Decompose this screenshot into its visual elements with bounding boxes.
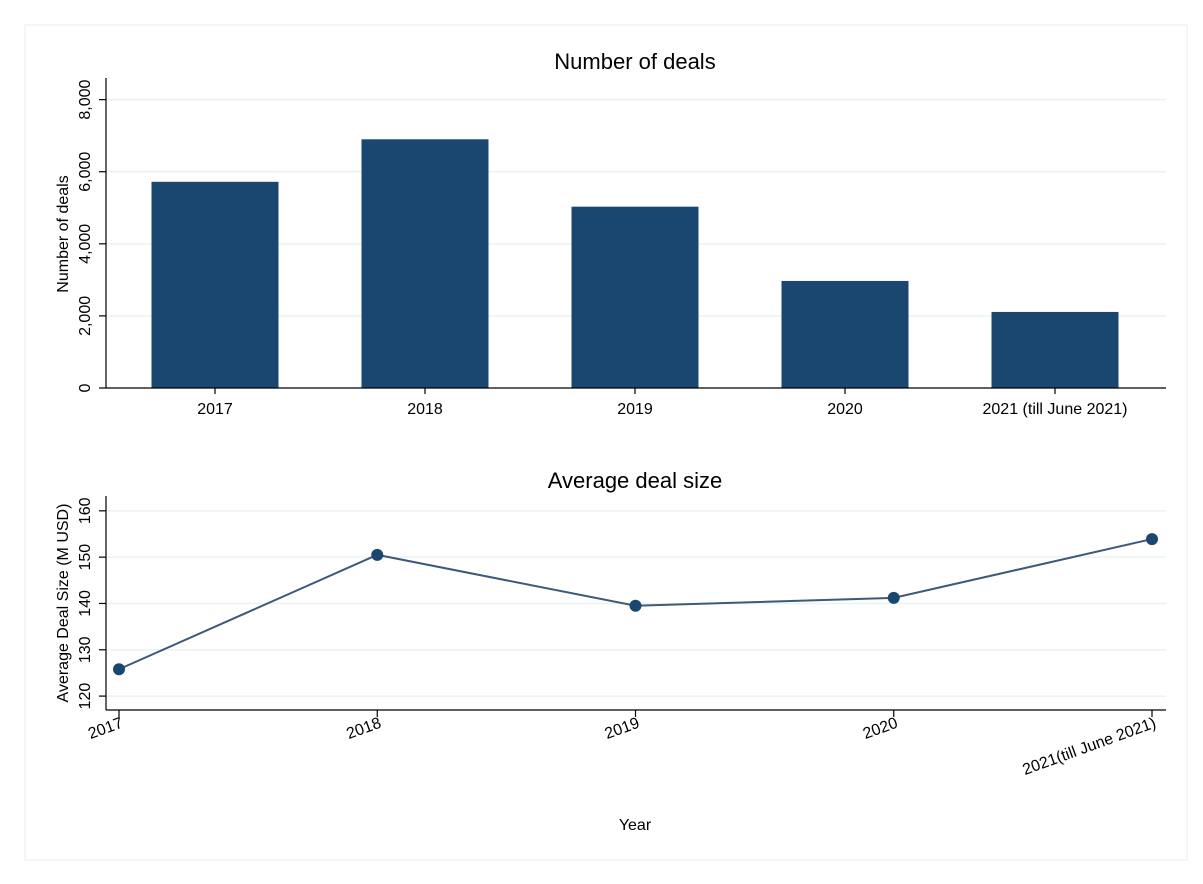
bar-2021 xyxy=(991,311,1119,388)
line-chart-point xyxy=(887,591,900,604)
line-chart-y-tick-label: 160 xyxy=(77,497,94,524)
line-chart-point xyxy=(629,599,642,612)
line-chart-y-tick-label: 130 xyxy=(77,636,94,663)
line-chart-y-axis-label: Average Deal Size (M USD) xyxy=(55,504,72,703)
line-chart-point xyxy=(371,548,384,561)
bar-chart-x-tick-label: 2018 xyxy=(407,401,443,418)
figure-frame xyxy=(24,24,1188,861)
bar-chart-panel: Number of deals Number of deals 0 2,000 4,… xyxy=(55,49,1166,418)
bar-2019 xyxy=(571,206,699,388)
line-chart-y-tick-label: 150 xyxy=(77,544,94,571)
line-chart-y-tick-label: 140 xyxy=(77,590,94,617)
bar-chart-bars xyxy=(151,139,1119,388)
bar-chart-y-tick-label: 0 xyxy=(77,383,94,392)
bar-2018 xyxy=(361,139,489,388)
line-chart-y-tick-label: 120 xyxy=(77,683,94,710)
bar-chart-y-tick-label: 8,000 xyxy=(77,80,94,120)
bar-2017 xyxy=(151,181,279,388)
line-chart-point xyxy=(113,663,125,676)
bar-chart-y-tick-label: 2,000 xyxy=(77,296,94,336)
bar-chart-title: Number of deals xyxy=(554,49,715,74)
line-chart-series xyxy=(113,533,1158,676)
line-chart-title: Average deal size xyxy=(548,468,723,493)
bar-2020 xyxy=(781,280,909,388)
bar-chart-x-tick-label: 2021 (till June 2021) xyxy=(983,401,1128,418)
bar-chart-x-tick-label: 2017 xyxy=(197,401,233,418)
line-chart-x-axis-label: Year xyxy=(619,817,652,834)
bar-chart-x-tick-label: 2020 xyxy=(827,401,863,418)
line-chart-y-ticks: 120 130 140 150 160 xyxy=(77,497,106,709)
bar-chart-y-ticks: 0 2,000 4,000 6,000 8,000 xyxy=(77,80,106,392)
bar-chart-x-tick-label: 2019 xyxy=(617,401,653,418)
bar-chart-y-tick-label: 4,000 xyxy=(77,224,94,264)
bar-chart-axes xyxy=(105,78,1166,389)
bar-chart-y-tick-label: 6,000 xyxy=(77,152,94,192)
bar-chart-x-ticks: 2017 2018 2019 2020 2021 (till June 2021) xyxy=(197,388,1127,418)
bar-chart-y-axis-label: Number of deals xyxy=(55,175,72,292)
line-chart-point xyxy=(1146,533,1158,546)
